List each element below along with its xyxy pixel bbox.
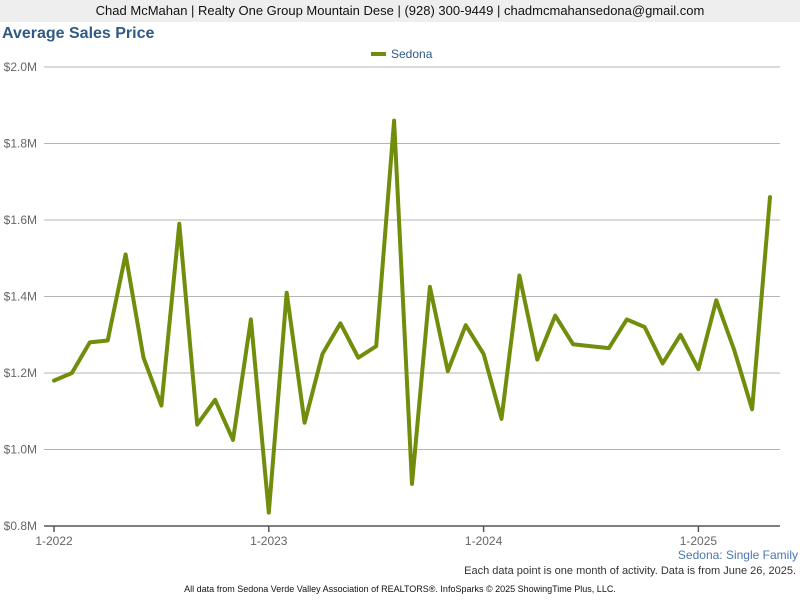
legend: Sedona — [371, 47, 433, 61]
legend-label: Sedona — [391, 47, 433, 61]
y-tick-label: $1.2M — [4, 366, 37, 380]
y-tick-label: $1.4M — [4, 290, 37, 304]
chart-subtitle: Sedona: Single Family — [677, 548, 798, 562]
y-tick-label: $1.0M — [4, 443, 37, 457]
source-footer: All data from Sedona Verde Valley Associ… — [184, 584, 616, 594]
x-tick-label: 1-2023 — [250, 534, 288, 548]
series-layer — [52, 118, 772, 515]
chart-title: Average Sales Price — [2, 25, 155, 42]
data-note: Each data point is one month of activity… — [464, 565, 796, 577]
x-axis: 1-2022 1-2023 1-2024 1-2025 — [35, 526, 717, 548]
y-tick-label: $2.0M — [4, 60, 37, 74]
x-tick-label: 1-2025 — [680, 534, 718, 548]
series-line-sedona — [52, 118, 772, 515]
y-tick-label: $1.6M — [4, 213, 37, 227]
contact-header: Chad McMahan | Realty One Group Mountain… — [0, 0, 800, 22]
x-tick-label: 1-2024 — [465, 534, 503, 548]
gridlines: $0.8M $1.0M $1.2M $1.4M $1.6M $1.8M $2.0M — [4, 60, 780, 533]
x-tick-label: 1-2022 — [35, 534, 73, 548]
y-tick-label: $0.8M — [4, 519, 37, 533]
y-tick-label: $1.8M — [4, 137, 37, 151]
